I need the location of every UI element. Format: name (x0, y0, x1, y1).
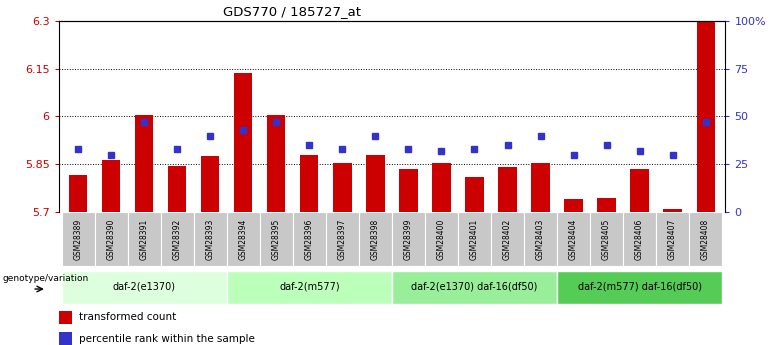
Text: daf-2(m577) daf-16(df50): daf-2(m577) daf-16(df50) (577, 282, 701, 292)
Bar (268, 115, 285, 212)
Title: GDS770 / 185727_at: GDS770 / 185727_at (223, 5, 361, 18)
Text: GSM28395: GSM28395 (272, 218, 281, 259)
Text: GSM28407: GSM28407 (668, 218, 677, 259)
Bar (664, 209, 682, 212)
Bar (630, 169, 649, 212)
Text: GSM28405: GSM28405 (602, 218, 611, 259)
Bar (425, 212, 458, 266)
Bar (95, 212, 128, 266)
Text: GSM28406: GSM28406 (635, 218, 644, 259)
Text: GSM28390: GSM28390 (107, 218, 115, 259)
Text: GSM28392: GSM28392 (173, 218, 182, 259)
Text: GSM28394: GSM28394 (239, 218, 248, 259)
Bar (227, 271, 392, 304)
Text: daf-2(m577): daf-2(m577) (279, 282, 340, 292)
Bar (194, 212, 227, 266)
Bar (590, 212, 623, 266)
Bar (656, 212, 689, 266)
Bar (458, 212, 491, 266)
Bar (689, 212, 722, 266)
Text: GSM28393: GSM28393 (206, 218, 215, 259)
Text: GSM28396: GSM28396 (305, 218, 314, 259)
Bar (597, 198, 615, 212)
Text: GSM28391: GSM28391 (140, 218, 149, 259)
Bar (260, 212, 293, 266)
Text: GSM28397: GSM28397 (338, 218, 347, 259)
Bar (491, 212, 524, 266)
Text: GSM28400: GSM28400 (437, 218, 446, 259)
Bar (62, 212, 95, 266)
Bar (392, 271, 557, 304)
Bar (326, 212, 359, 266)
Text: GSM28389: GSM28389 (74, 218, 83, 259)
Bar (161, 212, 194, 266)
Bar (201, 156, 219, 212)
Bar (392, 212, 425, 266)
Bar (69, 176, 87, 212)
Bar (399, 169, 417, 212)
Text: GSM28398: GSM28398 (371, 218, 380, 259)
Bar (359, 212, 392, 266)
Bar (466, 177, 484, 212)
Bar (432, 163, 451, 212)
Bar (623, 212, 656, 266)
Bar (102, 159, 120, 212)
Bar (300, 155, 318, 212)
Bar (135, 115, 154, 212)
Bar (234, 73, 253, 212)
Bar (557, 212, 590, 266)
Bar (128, 212, 161, 266)
Bar (524, 212, 557, 266)
Bar (58, 332, 72, 345)
Text: GSM28408: GSM28408 (701, 218, 710, 259)
Bar (697, 21, 714, 212)
Text: GSM28403: GSM28403 (536, 218, 545, 259)
Bar (168, 166, 186, 212)
Text: GSM28402: GSM28402 (503, 218, 512, 259)
Text: daf-2(e1370) daf-16(df50): daf-2(e1370) daf-16(df50) (411, 282, 537, 292)
Bar (557, 271, 722, 304)
Text: GSM28401: GSM28401 (470, 218, 479, 259)
Bar (333, 163, 352, 212)
Text: genotype/variation: genotype/variation (2, 274, 89, 283)
Text: GSM28404: GSM28404 (569, 218, 578, 259)
Bar (62, 271, 227, 304)
Text: daf-2(e1370): daf-2(e1370) (113, 282, 176, 292)
Text: GSM28399: GSM28399 (404, 218, 413, 259)
Bar (227, 212, 260, 266)
Bar (565, 199, 583, 212)
Bar (531, 163, 550, 212)
Bar (293, 212, 326, 266)
Bar (58, 311, 72, 324)
Text: percentile rank within the sample: percentile rank within the sample (79, 334, 254, 344)
Text: transformed count: transformed count (79, 313, 176, 323)
Bar (498, 168, 516, 212)
Bar (367, 155, 385, 212)
